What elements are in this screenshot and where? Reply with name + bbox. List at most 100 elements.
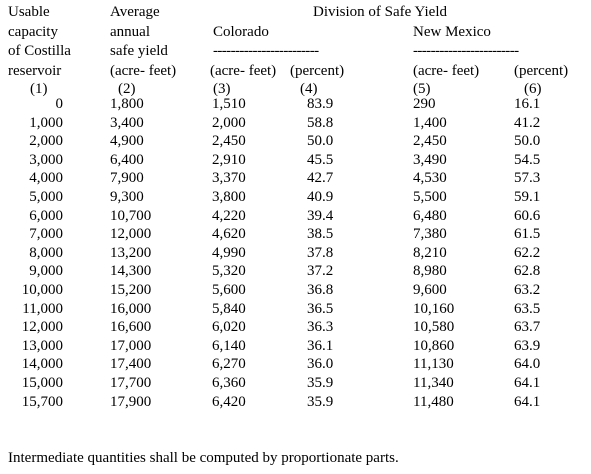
table-cell: 14,300: [110, 263, 152, 280]
table-cell: 12,000: [21, 319, 63, 336]
table-cell: 36.5: [307, 300, 334, 317]
table-cell: 36.8: [307, 282, 334, 298]
table-cell: 5,600: [212, 282, 246, 298]
table-cell: 41.2: [514, 114, 541, 131]
table-cell: 6,000: [29, 207, 63, 224]
table-cell: 38.5: [307, 226, 334, 243]
table-cell: 14,000: [21, 356, 63, 373]
column-header: (3): [213, 81, 231, 97]
table-cell: 63.9: [514, 337, 541, 354]
table-cell: 5,320: [212, 263, 246, 280]
column-header: annual: [110, 24, 150, 40]
table-cell: 2,000: [212, 114, 246, 131]
table-cell: 4,900: [110, 133, 144, 150]
table-cell: 35.9: [307, 393, 334, 410]
column-header: (percent): [514, 63, 569, 79]
table-cell: 37.8: [307, 244, 334, 261]
column-header: of Costilla: [8, 43, 71, 59]
table-cell: 8,000: [29, 244, 63, 261]
table-cell: 54.5: [514, 151, 541, 168]
table-cell: 15,000: [21, 375, 63, 391]
group-name: Colorado: [213, 24, 269, 40]
column-header: (1): [30, 81, 48, 97]
table-cell: 10,160: [413, 300, 455, 317]
column-header: reservoir: [8, 63, 62, 79]
table-cell: 7,000: [29, 226, 63, 243]
table-cell: 36.0: [307, 356, 334, 373]
table-cell: 15,200: [110, 282, 152, 298]
table-cell: 8,210: [413, 244, 447, 261]
column-header: Usable: [8, 4, 50, 20]
column-header: safe yield: [110, 43, 168, 59]
table-cell: 16,600: [110, 319, 152, 336]
table-cell: 63.5: [514, 300, 541, 317]
table-cell: 6,270: [212, 356, 246, 373]
table-cell: 57.3: [514, 170, 541, 187]
table-cell: 2,450: [413, 133, 447, 150]
table-cell: 3,490: [413, 151, 447, 168]
table-cell: 4,220: [212, 207, 246, 224]
group-rule: ------------------------: [413, 43, 519, 59]
column-header: capacity: [8, 24, 58, 40]
table-cell: 16,000: [110, 300, 152, 317]
table-cell: 64.0: [514, 356, 541, 373]
table-cell: 42.7: [307, 170, 334, 187]
table-cell: 16.1: [514, 96, 541, 112]
column-header: (5): [413, 81, 431, 97]
table-cell: 9,000: [29, 263, 63, 280]
table-cell: 1,800: [110, 96, 144, 112]
table-cell: 63.2: [514, 282, 541, 298]
group-title: Division of Safe Yield: [313, 4, 448, 20]
table-cell: 6,400: [110, 151, 144, 168]
table-cell: 36.1: [307, 337, 334, 354]
table-cell: 12,000: [110, 226, 152, 243]
table-cell: 50.0: [307, 133, 334, 150]
table-cell: 6,480: [413, 207, 447, 224]
table-cell: 63.7: [514, 319, 541, 336]
table-cell: 8,980: [413, 263, 447, 280]
table-cell: 5,000: [29, 189, 63, 205]
table-cell: 35.9: [307, 375, 334, 391]
table-cell: 17,400: [110, 356, 152, 373]
column-header: (acre- feet): [210, 63, 277, 79]
table-cell: 5,500: [413, 189, 447, 205]
table-cell: 7,900: [110, 170, 144, 187]
column-header: Average: [110, 4, 160, 20]
group-name: New Mexico: [413, 24, 491, 40]
column-header: (percent): [290, 63, 345, 79]
table-cell: 45.5: [307, 151, 334, 168]
table-cell: 2,000: [29, 133, 63, 150]
table-cell: 290: [413, 96, 436, 112]
table-cell: 83.9: [307, 96, 334, 112]
table-cell: 10,580: [413, 319, 455, 336]
table-cell: 2,450: [212, 133, 246, 150]
table-cell: 2,910: [212, 151, 246, 168]
table-cell: 9,300: [110, 189, 144, 205]
table-cell: 4,530: [413, 170, 447, 187]
table-cell: 11,480: [413, 393, 454, 410]
table-cell: 3,000: [29, 151, 63, 168]
table-cell: 62.8: [514, 263, 541, 280]
table-cell: 11,130: [413, 356, 454, 373]
table-cell: 37.2: [307, 263, 334, 280]
footnote: Intermediate quantities shall be compute…: [8, 450, 399, 466]
table-cell: 7,380: [413, 226, 447, 243]
table-cell: 62.2: [514, 244, 541, 261]
table-cell: 13,200: [110, 244, 152, 261]
table-cell: 36.3: [307, 319, 334, 336]
table-cell: 4,000: [29, 170, 63, 187]
column-header: (2): [118, 81, 136, 97]
table-cell: 17,000: [110, 337, 152, 354]
column-header: (acre- feet): [110, 63, 177, 79]
column-header: (4): [300, 81, 318, 97]
table-cell: 39.4: [307, 207, 334, 224]
table-cell: 4,620: [212, 226, 246, 243]
table-cell: 10,860: [413, 337, 455, 354]
table-cell: 50.0: [514, 133, 541, 150]
table-cell: 6,420: [212, 393, 246, 410]
table-cell: 61.5: [514, 226, 541, 243]
table-cell: 3,400: [110, 114, 144, 131]
table-cell: 6,360: [212, 375, 246, 391]
table-cell: 15,700: [21, 393, 63, 410]
